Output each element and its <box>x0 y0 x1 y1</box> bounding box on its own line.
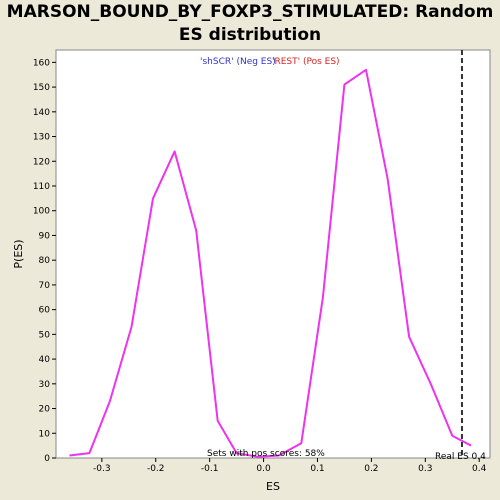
plot-area <box>55 49 491 459</box>
y-tick-label: 20 <box>39 405 51 415</box>
y-tick-label: 140 <box>33 108 50 118</box>
x-tick-label: -0.1 <box>201 464 219 474</box>
x-axis-label: ES <box>266 480 280 493</box>
y-tick-label: 60 <box>39 306 51 316</box>
series-line <box>69 68 472 458</box>
x-tick-label: 0.3 <box>418 464 432 474</box>
y-axis-label: P(ES) <box>12 239 25 268</box>
y-tick-label: 50 <box>39 330 51 340</box>
y-tick-label: 130 <box>33 133 50 143</box>
chart-title: MARSON_BOUND_BY_FOXP3_STIMULATED: Random… <box>6 2 494 45</box>
y-tick-label: 70 <box>39 281 51 291</box>
y-tick-label: 100 <box>33 207 50 217</box>
y-tick-label: 150 <box>33 83 50 93</box>
y-tick-label: 0 <box>44 454 50 464</box>
y-tick-label: 110 <box>33 182 50 192</box>
pos-scores-annotation: Sets with pos scores: 58% <box>207 449 325 459</box>
y-tick-label: 30 <box>39 380 51 390</box>
y-tick-label: 160 <box>33 58 50 68</box>
x-tick-label: 0.1 <box>310 464 324 474</box>
y-tick-label: 120 <box>33 157 50 167</box>
x-tick-label: 0.0 <box>256 464 271 474</box>
real-es-annotation: Real ES 0.4 <box>435 452 486 462</box>
y-tick-label: 80 <box>39 256 51 266</box>
y-tick-label: 10 <box>39 429 51 439</box>
x-tick-label: -0.3 <box>93 464 111 474</box>
x-tick-label: -0.2 <box>147 464 165 474</box>
legend-entry-pos: 'REST' (Pos ES) <box>272 57 340 67</box>
legend-entry-neg: 'shSCR' (Neg ES) <box>200 57 276 67</box>
x-tick-label: 0.2 <box>364 464 378 474</box>
y-tick-label: 90 <box>39 231 51 241</box>
y-tick-label: 40 <box>39 355 51 365</box>
x-tick-label: 0.4 <box>472 464 487 474</box>
